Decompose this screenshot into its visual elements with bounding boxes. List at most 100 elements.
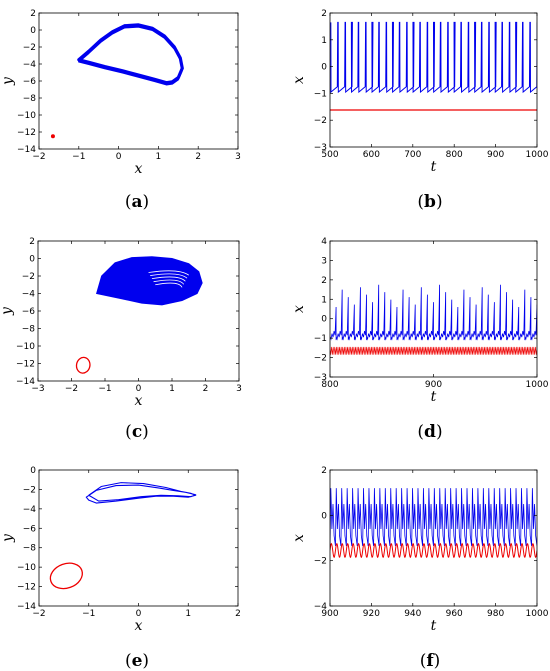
x-tick-label-e: −1 — [82, 609, 95, 619]
panel-label-c: (c) — [125, 422, 149, 442]
y-tick-label-b: −3 — [314, 143, 327, 153]
y-tick-label-f: 0 — [321, 511, 327, 521]
y-tick-label-f: −4 — [314, 602, 328, 612]
y-tick-label-f: 2 — [321, 466, 327, 476]
y-tick-label-e: −4 — [23, 505, 37, 515]
panel-label-a: (a) — [125, 192, 149, 212]
axes-frame-e — [38, 469, 239, 607]
x-tick-label-f: 980 — [487, 609, 504, 619]
panel-d: 800 900 1000 4 3 2 1 0 −1 −2 −3 t x (d) — [291, 237, 549, 442]
series-f-1 — [330, 488, 537, 546]
series-c-1-thread — [150, 273, 188, 279]
series-c-2 — [75, 356, 91, 374]
axes-frame-f — [329, 469, 538, 607]
plot-area-c — [75, 256, 203, 374]
panel-b: 500 600 700 800 900 1000 2 1 0 −1 −2 −3 t x (b) — [291, 9, 549, 212]
y-axis-label-d: x — [291, 305, 307, 313]
y-tick-label-a: −8 — [23, 94, 37, 104]
plot-area-b — [330, 21, 537, 111]
x-axis-label-c: x — [135, 393, 143, 409]
plot-area-a — [50, 23, 184, 139]
y-tick-label-d: 0 — [321, 315, 327, 325]
x-axis-label-a: x — [135, 161, 143, 177]
x-tick-label-f: 960 — [446, 609, 463, 619]
y-tick-label-c: −2 — [22, 272, 35, 282]
x-tick-label-b: 700 — [404, 150, 421, 160]
y-tick-label-a: 2 — [30, 9, 36, 19]
series-d-2 — [330, 346, 537, 355]
x-tick-label-f: 940 — [404, 609, 421, 619]
y-tick-label-c: −10 — [16, 342, 35, 352]
series-a-1-band — [78, 26, 184, 86]
x-tick-label-c: −3 — [31, 384, 44, 394]
series-c-1-thread — [151, 276, 186, 282]
y-axis-label-b: x — [291, 76, 307, 84]
x-tick-label-a: 0 — [116, 152, 122, 162]
x-tick-label-c: 1 — [169, 384, 175, 394]
series-f-2 — [330, 542, 537, 559]
y-tick-label-f: −2 — [314, 557, 327, 567]
axes-frame-b — [329, 12, 538, 148]
y-tick-label-d: 3 — [321, 256, 327, 266]
y-tick-label-e: −6 — [23, 524, 37, 534]
x-axis-label-b: t — [431, 159, 437, 175]
series-e-1 — [85, 482, 197, 504]
x-axis-label-d: t — [431, 389, 437, 405]
x-tick-label-d: 1000 — [526, 380, 549, 390]
y-axis-label-e: y — [0, 533, 16, 543]
y-tick-label-e: −2 — [23, 485, 36, 495]
x-tick-label-c: −2 — [65, 384, 78, 394]
plot-area-e — [49, 482, 197, 590]
y-tick-label-e: −12 — [17, 583, 36, 593]
x-tick-label-a: 2 — [195, 152, 201, 162]
y-tick-label-a: −12 — [17, 128, 36, 138]
panel-label-b: (b) — [417, 192, 442, 212]
y-axis-label-a: y — [0, 76, 16, 86]
panel-f: 900 920 940 960 980 1000 2 0 −2 −4 t x (f) — [291, 466, 549, 671]
x-tick-label-f: 900 — [321, 609, 338, 619]
series-c-1-thread — [155, 282, 183, 288]
y-tick-label-a: −2 — [23, 43, 36, 53]
y-tick-label-a: 0 — [30, 26, 36, 36]
y-tick-label-c: −6 — [22, 307, 36, 317]
y-tick-label-d: 4 — [321, 237, 327, 247]
panel-label-d: (d) — [417, 422, 442, 442]
series-a-1 — [77, 23, 184, 85]
x-tick-label-e: 0 — [136, 609, 142, 619]
y-tick-label-c: −8 — [22, 325, 36, 335]
x-tick-label-a: −2 — [32, 152, 45, 162]
x-tick-label-d: 800 — [321, 380, 338, 390]
y-tick-label-c: −4 — [22, 290, 36, 300]
plot-area-f — [330, 488, 537, 559]
y-tick-label-c: −12 — [16, 360, 35, 370]
x-tick-label-c: 3 — [236, 384, 242, 394]
series-c-1 — [95, 256, 203, 306]
x-tick-label-e: −2 — [32, 609, 45, 619]
x-tick-label-a: 3 — [235, 152, 241, 162]
y-tick-label-c: 0 — [29, 255, 35, 265]
y-axis-label-f: x — [291, 534, 307, 542]
y-tick-label-d: 1 — [321, 295, 327, 305]
y-tick-label-a: −4 — [23, 60, 37, 70]
x-tick-label-c: 2 — [203, 384, 209, 394]
x-axis-label-e: x — [135, 618, 143, 634]
axes-frame-a — [38, 12, 239, 150]
y-tick-label-b: 0 — [321, 63, 327, 73]
y-tick-label-c: 2 — [29, 237, 35, 247]
series-a-2 — [50, 134, 55, 139]
x-axis-label-f: t — [431, 618, 437, 634]
x-tick-label-a: −1 — [72, 152, 85, 162]
x-tick-label-f: 920 — [363, 609, 380, 619]
x-tick-label-c: −1 — [98, 384, 111, 394]
x-tick-label-e: 1 — [185, 609, 191, 619]
y-tick-label-e: −10 — [17, 563, 36, 573]
y-tick-label-e: 0 — [30, 466, 36, 476]
series-c-1-thread — [148, 270, 189, 276]
y-tick-label-d: −1 — [314, 334, 327, 344]
y-tick-label-c: −14 — [16, 377, 35, 387]
x-tick-label-b: 800 — [446, 150, 463, 160]
y-tick-label-b: −1 — [314, 89, 327, 99]
x-tick-label-b: 600 — [363, 150, 380, 160]
